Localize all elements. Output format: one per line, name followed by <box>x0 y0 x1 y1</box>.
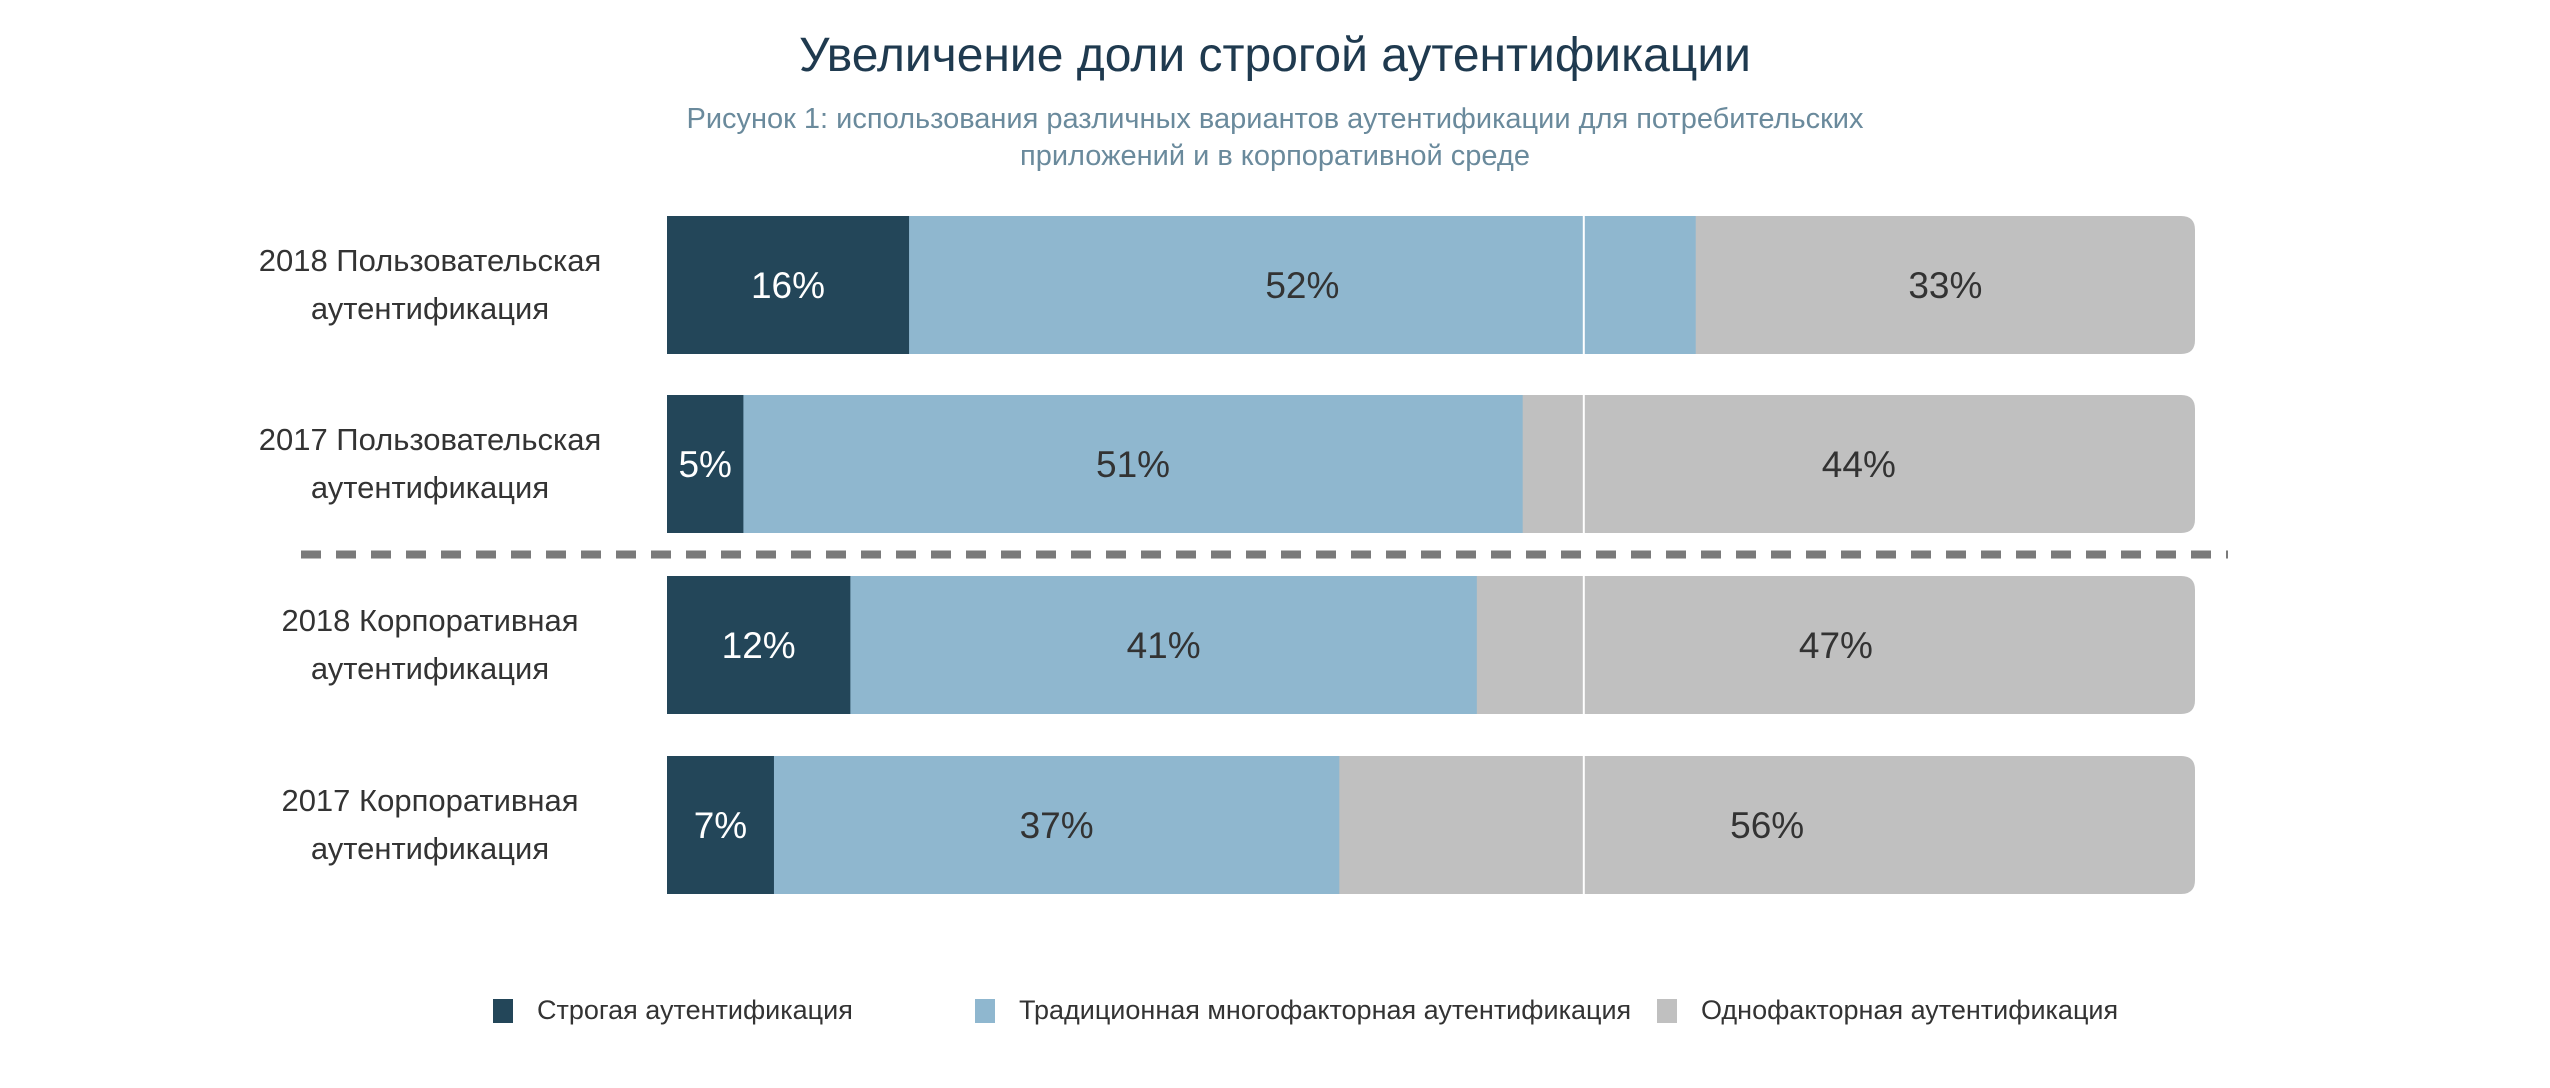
category-label-line: аутентификация <box>310 291 550 326</box>
data-label: 52% <box>1265 265 1339 306</box>
data-label: 44% <box>1822 444 1896 485</box>
category-label: 2018 Корпоративная аутентификация <box>220 597 640 693</box>
bar-segment <box>667 395 744 533</box>
bar-row <box>667 756 2195 894</box>
category-label-line: аутентификация <box>310 651 550 686</box>
chart-title: Увеличение доли строгой аутентификации <box>799 29 1751 82</box>
category-label-line: 2018 Корпоративная <box>281 603 579 638</box>
category-label: 2017 Пользовательская аутентификация <box>220 416 640 512</box>
legend-item: Традиционная многофакторная аутентификац… <box>975 995 1631 1026</box>
data-label: 16% <box>751 265 825 306</box>
chart-subtitle-line-1: Рисунок 1: использования различных вариа… <box>686 103 1864 135</box>
bar-segment <box>667 756 775 894</box>
data-label: 12% <box>722 625 796 666</box>
legend-item: Однофакторная аутентификация <box>1657 995 2118 1026</box>
data-label: 47% <box>1799 625 1873 666</box>
category-label-line: 2017 Корпоративная <box>281 783 579 818</box>
bar-segment <box>850 576 1478 714</box>
bar-row <box>667 576 2195 714</box>
bar-segment <box>1695 216 2195 354</box>
bar-segment <box>667 216 910 354</box>
data-label: 7% <box>694 805 747 846</box>
bar-segment <box>1476 576 2195 714</box>
bar-segment <box>773 756 1340 894</box>
bar-row <box>667 395 2195 533</box>
legend-swatch <box>493 998 513 1023</box>
category-label-line: 2017 Пользовательская <box>258 422 602 457</box>
category-label-line: аутентификация <box>310 470 550 505</box>
category-label: 2017 Корпоративная аутентификация <box>220 777 640 873</box>
data-label: 41% <box>1127 625 1201 666</box>
bar-row <box>667 216 2195 354</box>
data-label: 56% <box>1730 805 1804 846</box>
legend-label: Строгая аутентификация <box>537 995 853 1025</box>
data-label: 5% <box>678 444 731 485</box>
legend-swatch <box>1657 998 1677 1023</box>
data-label: 37% <box>1020 805 1094 846</box>
bar-segment <box>743 395 1524 533</box>
data-label: 33% <box>1908 265 1982 306</box>
bar-segment <box>909 216 1697 354</box>
bar-segment <box>1339 756 2195 894</box>
chart-subtitle-line-2: приложений и в корпоративной среде <box>1020 140 1530 172</box>
category-label-line: аутентификация <box>310 831 550 866</box>
legend-swatch <box>975 998 995 1023</box>
category-label-line: 2018 Пользовательская <box>258 243 602 278</box>
legend-label: Однофакторная аутентификация <box>1701 995 2119 1025</box>
legend-label: Традиционная многофакторная аутентификац… <box>1019 995 1632 1025</box>
bar-segment <box>1522 395 2195 533</box>
legend-item: Строгая аутентификация <box>493 995 853 1026</box>
data-label: 51% <box>1096 444 1170 485</box>
category-label: 2018 Пользовательская аутентификация <box>220 237 640 333</box>
bar-segment <box>667 576 851 714</box>
